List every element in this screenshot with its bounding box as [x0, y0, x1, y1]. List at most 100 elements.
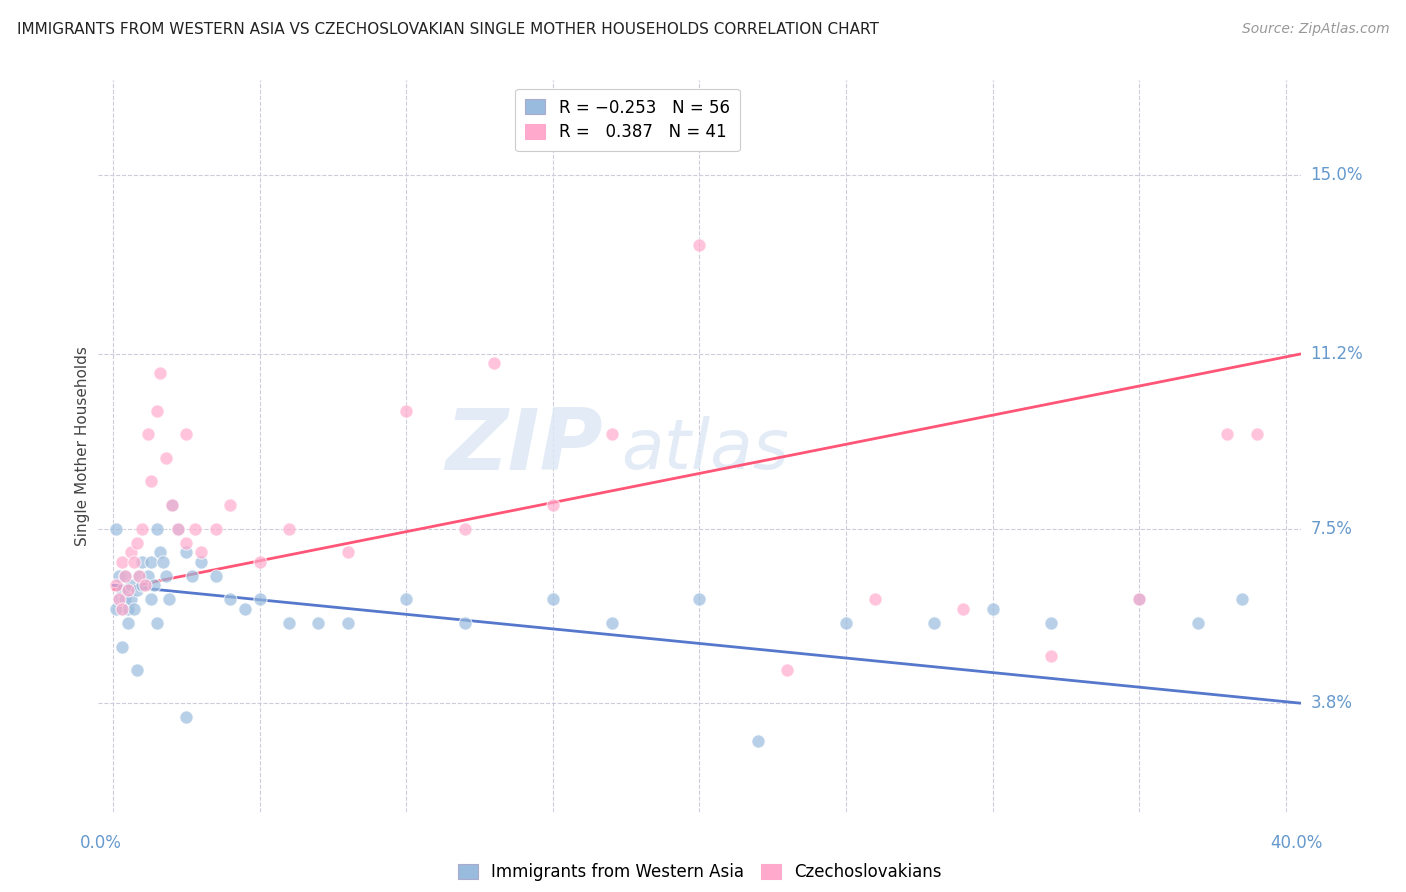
Point [141, 555, 163, 569]
Point [395, 592, 418, 607]
Point [278, 615, 301, 630]
Point [105, 578, 128, 592]
Point [166, 522, 188, 536]
Point [219, 498, 242, 512]
Point [117, 602, 139, 616]
Point [146, 522, 169, 536]
Point [835, 615, 858, 630]
Point [120, 545, 142, 559]
Point [143, 578, 166, 592]
Point [336, 545, 359, 559]
Point [1187, 615, 1209, 630]
Point [176, 710, 198, 724]
Point [249, 592, 271, 607]
Point [131, 522, 153, 536]
Text: atlas: atlas [621, 417, 789, 483]
Point [190, 555, 212, 569]
Point [454, 615, 477, 630]
Text: 15.0%: 15.0% [1310, 166, 1362, 184]
Point [108, 568, 131, 582]
Text: 7.5%: 7.5% [1310, 519, 1353, 538]
Point [1128, 592, 1150, 607]
Point [114, 592, 136, 607]
Point [111, 582, 134, 597]
Point [454, 522, 477, 536]
Point [117, 615, 139, 630]
Text: 11.2%: 11.2% [1310, 345, 1364, 363]
Point [105, 602, 128, 616]
Point [136, 568, 159, 582]
Point [776, 663, 799, 677]
Point [219, 592, 242, 607]
Point [155, 568, 177, 582]
Point [117, 582, 139, 597]
Point [122, 602, 145, 616]
Point [149, 545, 172, 559]
Point [278, 522, 301, 536]
Point [922, 615, 945, 630]
Point [1246, 427, 1268, 442]
Point [233, 602, 256, 616]
Point [541, 592, 564, 607]
Point [111, 640, 134, 654]
Point [131, 555, 153, 569]
Point [122, 555, 145, 569]
Point [541, 498, 564, 512]
Point [136, 427, 159, 442]
Point [128, 568, 150, 582]
Point [125, 663, 148, 677]
Point [176, 427, 198, 442]
Point [105, 522, 128, 536]
Point [952, 602, 974, 616]
Text: 3.8%: 3.8% [1310, 694, 1353, 712]
Point [307, 615, 329, 630]
Text: ZIP: ZIP [446, 404, 603, 488]
Point [155, 450, 177, 465]
Point [111, 555, 134, 569]
Point [114, 568, 136, 582]
Point [176, 545, 198, 559]
Point [111, 602, 134, 616]
Point [204, 568, 226, 582]
Point [131, 578, 153, 592]
Point [689, 592, 711, 607]
Point [336, 615, 359, 630]
Text: 0.0%: 0.0% [80, 834, 122, 852]
Point [600, 615, 623, 630]
Point [166, 522, 188, 536]
Legend: R = −0.253   N = 56, R =   0.387   N = 41: R = −0.253 N = 56, R = 0.387 N = 41 [515, 88, 740, 152]
Y-axis label: Single Mother Households: Single Mother Households [75, 346, 90, 546]
Point [125, 535, 148, 549]
Point [134, 578, 156, 592]
Point [176, 535, 198, 549]
Point [1040, 615, 1063, 630]
Point [249, 555, 271, 569]
Point [184, 522, 207, 536]
Point [981, 602, 1004, 616]
Point [108, 592, 131, 607]
Point [160, 498, 183, 512]
Point [149, 366, 172, 380]
Point [120, 578, 142, 592]
Point [865, 592, 887, 607]
Point [157, 592, 180, 607]
Text: IMMIGRANTS FROM WESTERN ASIA VS CZECHOSLOVAKIAN SINGLE MOTHER HOUSEHOLDS CORRELA: IMMIGRANTS FROM WESTERN ASIA VS CZECHOSL… [17, 22, 879, 37]
Point [146, 403, 169, 417]
Point [114, 568, 136, 582]
Point [160, 498, 183, 512]
Point [125, 582, 148, 597]
Point [1040, 648, 1063, 663]
Point [152, 555, 174, 569]
Point [1216, 427, 1239, 442]
Point [146, 615, 169, 630]
Point [181, 568, 204, 582]
Point [128, 568, 150, 582]
Point [1230, 592, 1253, 607]
Point [600, 427, 623, 442]
Point [747, 734, 769, 748]
Point [117, 582, 139, 597]
Point [204, 522, 226, 536]
Point [1128, 592, 1150, 607]
Point [141, 592, 163, 607]
Point [120, 592, 142, 607]
